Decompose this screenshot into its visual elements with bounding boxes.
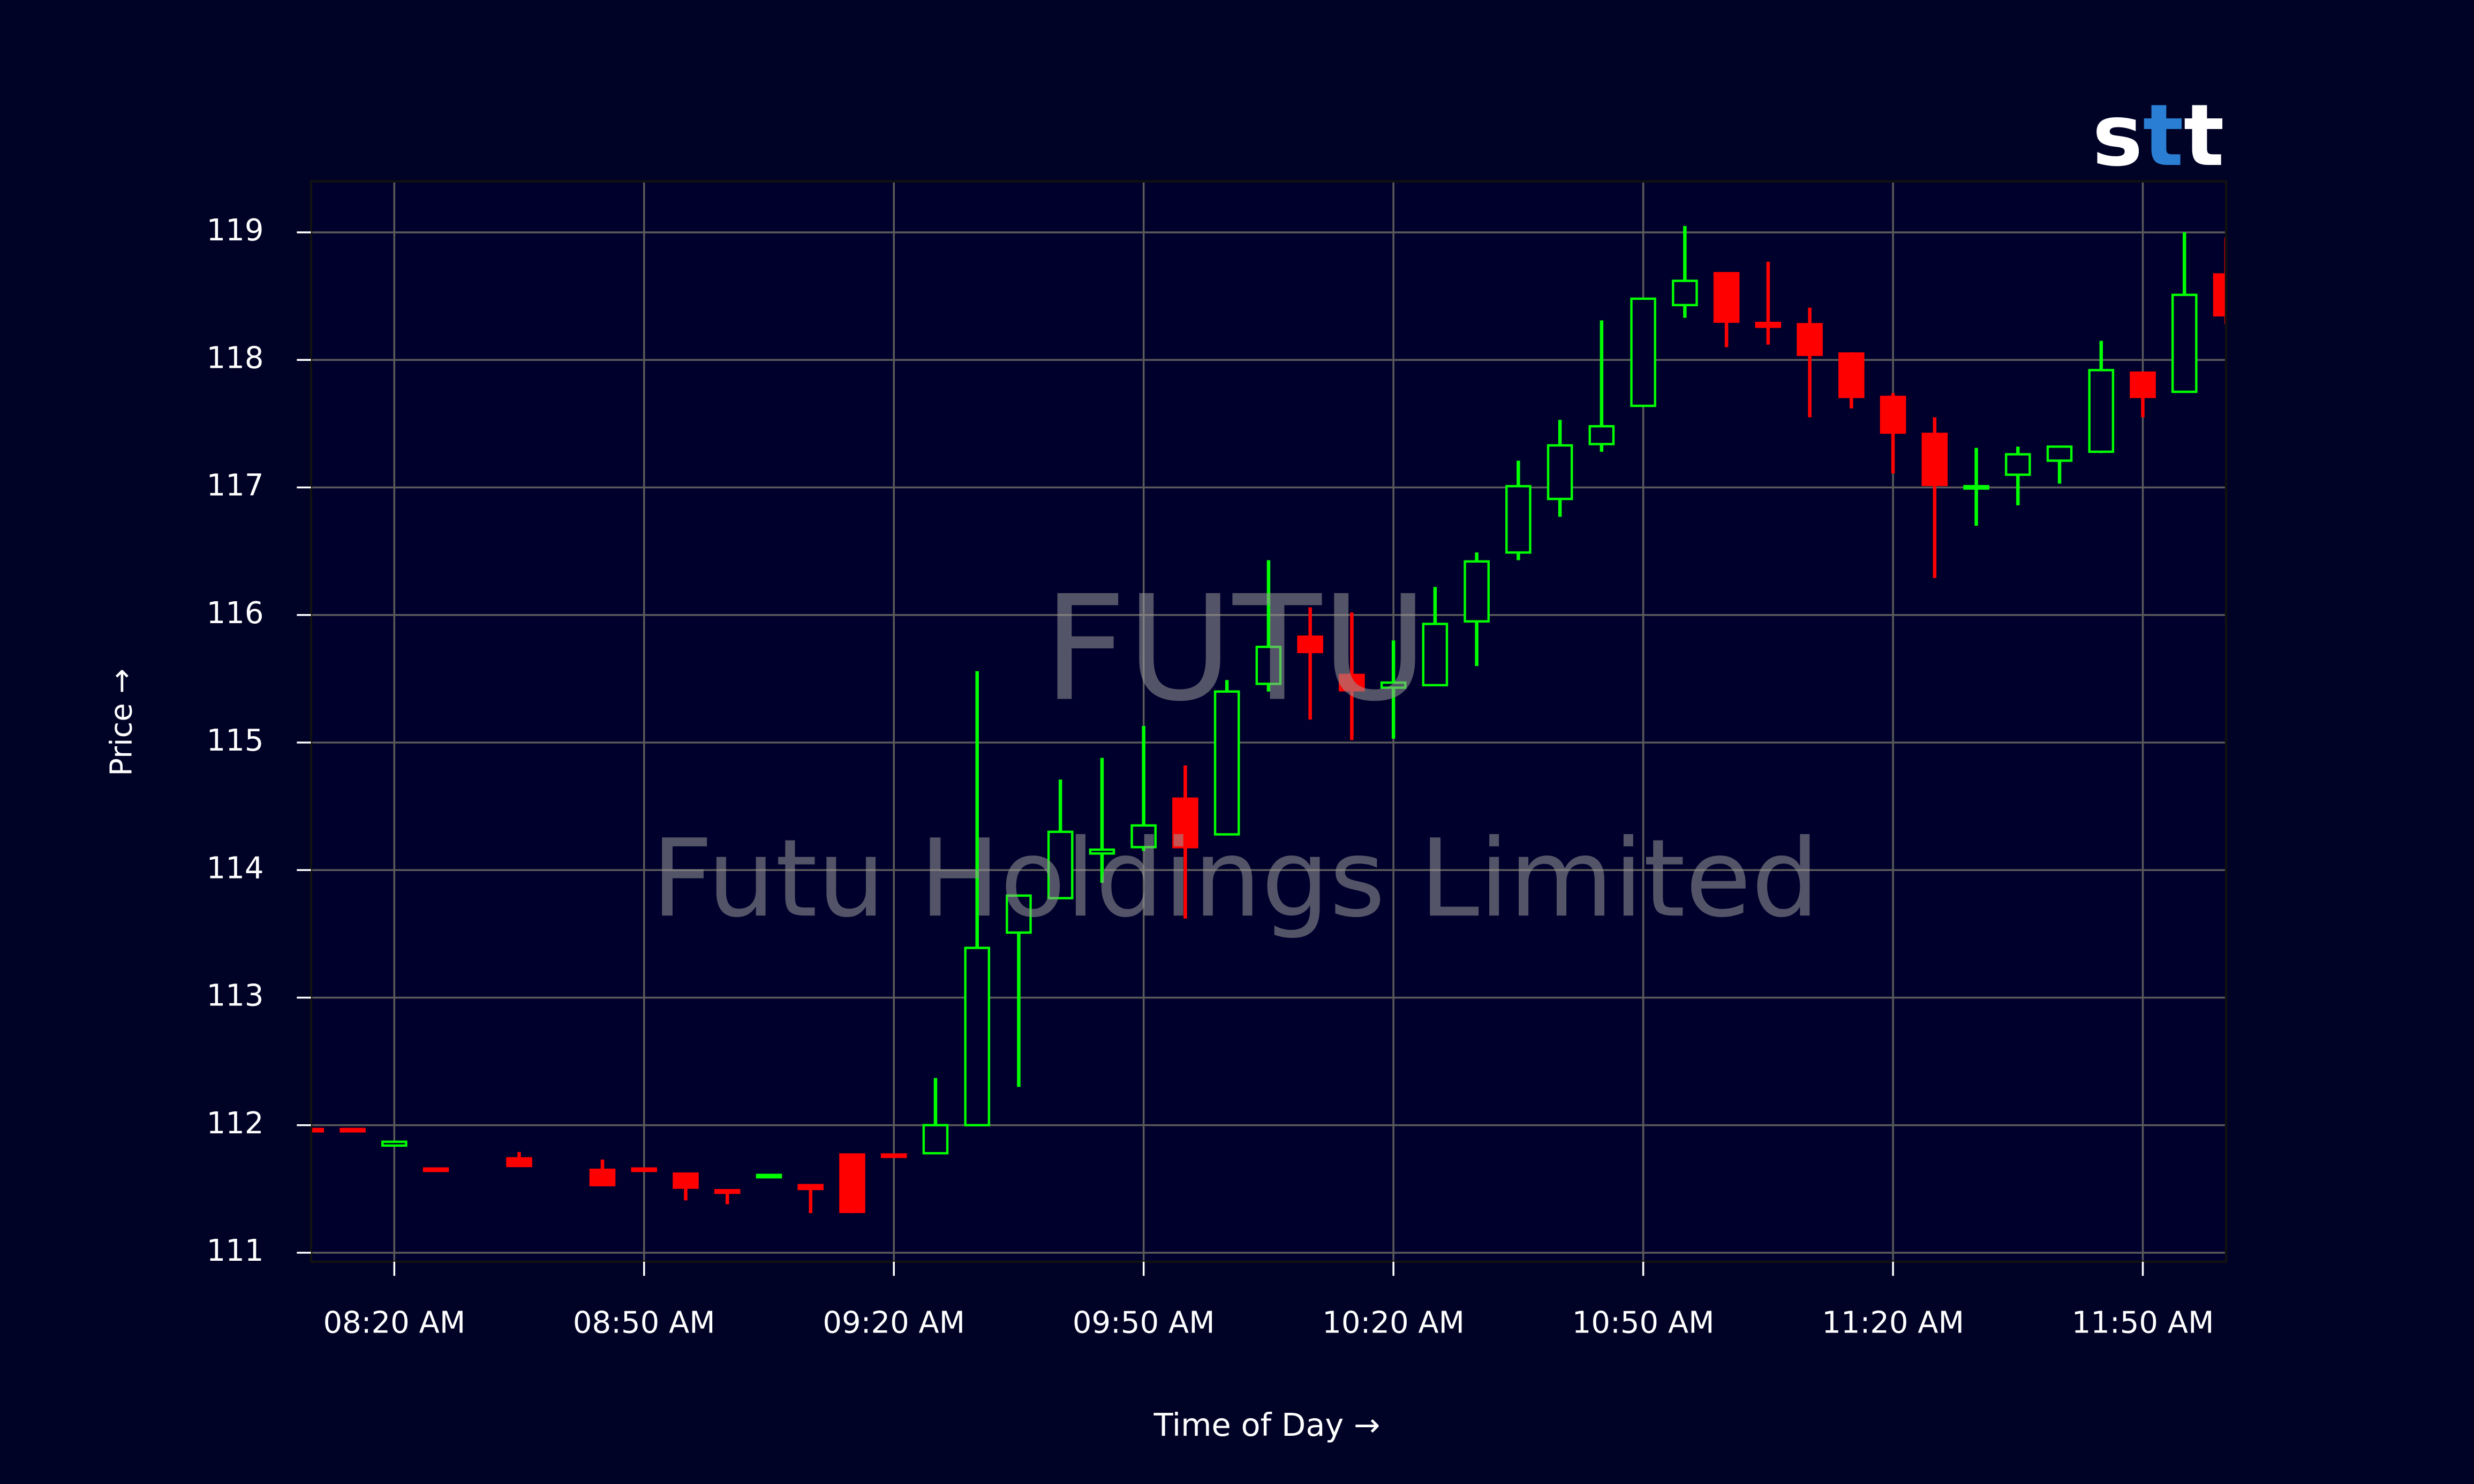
candle-body bbox=[1213, 690, 1240, 836]
candle-body bbox=[2213, 273, 2227, 317]
candle-body bbox=[1006, 894, 1032, 934]
y-tick-label: 114 bbox=[207, 851, 264, 885]
candle-body bbox=[714, 1189, 741, 1194]
candles bbox=[311, 226, 2227, 1214]
watermark: FUTU bbox=[1043, 564, 1428, 733]
candle-body bbox=[2088, 369, 2115, 453]
candle-body bbox=[1422, 623, 1449, 687]
logo-letter: t bbox=[2143, 86, 2184, 186]
logo-letter: t bbox=[2184, 86, 2224, 186]
y-tick-label: 111 bbox=[207, 1233, 264, 1268]
y-tick-label: 117 bbox=[207, 468, 264, 503]
candle-body bbox=[1921, 433, 1948, 486]
candle-body bbox=[1339, 673, 1365, 692]
candle-body bbox=[1963, 484, 1989, 490]
plot-area: FUTU Futu Holdings Limited bbox=[310, 180, 2228, 1263]
candle-body bbox=[2046, 445, 2073, 462]
y-tick-label: 113 bbox=[207, 979, 264, 1013]
y-tick-label: 118 bbox=[207, 340, 264, 375]
candle-body bbox=[1380, 681, 1407, 689]
logo-letter: s bbox=[2092, 86, 2143, 186]
x-tick-label: 11:20 AM bbox=[1822, 1306, 1964, 1341]
candle-body bbox=[381, 1140, 408, 1147]
candle-body bbox=[964, 947, 991, 1126]
candle-body bbox=[311, 1127, 325, 1133]
candle-body bbox=[797, 1184, 824, 1191]
candle-body bbox=[839, 1153, 865, 1213]
x-tick-label: 11:50 AM bbox=[2072, 1306, 2214, 1341]
candle-body bbox=[1838, 352, 1865, 398]
candle-body bbox=[1464, 560, 1490, 623]
logo: stt bbox=[2092, 86, 2224, 186]
y-tick-label: 119 bbox=[207, 213, 264, 248]
watermark-subtitle: Futu Holdings Limited bbox=[652, 816, 1820, 941]
candle-body bbox=[922, 1124, 949, 1155]
candle-body bbox=[1047, 830, 1074, 899]
candle-body bbox=[1297, 635, 1323, 654]
x-tick-label: 10:20 AM bbox=[1322, 1306, 1465, 1341]
plot-frame bbox=[310, 180, 2228, 1263]
candle-body bbox=[1630, 297, 1656, 407]
x-axis-label: Time of Day → bbox=[1153, 1406, 1381, 1443]
candle-body bbox=[1797, 323, 1823, 356]
candle-body bbox=[880, 1153, 907, 1159]
y-tick-label: 112 bbox=[207, 1106, 264, 1141]
candle-body bbox=[673, 1172, 699, 1189]
candle-body bbox=[1255, 646, 1282, 685]
candle-body bbox=[1713, 272, 1740, 323]
plot-background bbox=[311, 181, 2227, 1262]
candle-body bbox=[2004, 453, 2031, 476]
x-tick-label: 09:50 AM bbox=[1073, 1306, 1215, 1341]
y-tick-label: 115 bbox=[207, 723, 264, 758]
candle-body bbox=[1172, 797, 1198, 849]
y-axis-label: Price → bbox=[104, 669, 139, 776]
x-tick-label: 09:20 AM bbox=[823, 1306, 965, 1341]
candle-body bbox=[506, 1157, 532, 1168]
candle-body bbox=[340, 1127, 366, 1133]
candle-body bbox=[2171, 293, 2198, 393]
candle-body bbox=[423, 1167, 449, 1172]
candle-body bbox=[1089, 848, 1115, 855]
candle-body bbox=[589, 1168, 616, 1186]
candle-body bbox=[1505, 484, 1532, 554]
x-tick-label: 10:50 AM bbox=[1572, 1306, 1715, 1341]
x-tick-label: 08:20 AM bbox=[323, 1306, 465, 1341]
candle-body bbox=[1588, 425, 1615, 445]
candle-body bbox=[2130, 371, 2156, 398]
candle-body bbox=[1755, 322, 1782, 328]
x-tick-label: 08:50 AM bbox=[573, 1306, 715, 1341]
candle-body bbox=[1672, 279, 1698, 307]
candle-body bbox=[1880, 396, 1906, 434]
candle-body bbox=[631, 1167, 658, 1172]
y-tick-label: 116 bbox=[207, 596, 264, 631]
candle-body bbox=[756, 1173, 782, 1179]
candle-body bbox=[1547, 444, 1573, 501]
candle-body bbox=[1130, 824, 1157, 849]
